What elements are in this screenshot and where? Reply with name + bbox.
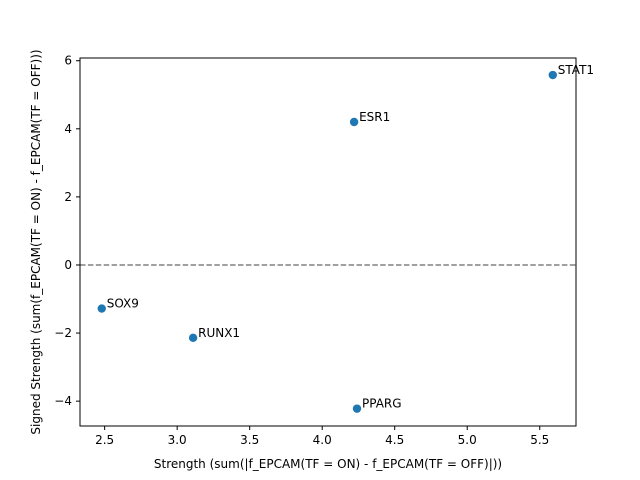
y-tick-label: −2 [54, 326, 72, 340]
x-tick-label: 3.5 [240, 433, 259, 447]
y-tick-label: 2 [64, 190, 72, 204]
point-label: ESR1 [359, 110, 390, 124]
data-point [188, 333, 198, 343]
x-tick-label: 2.5 [95, 433, 114, 447]
data-point [548, 70, 557, 80]
point-label: PPARG [362, 397, 402, 411]
y-tick-label: −4 [54, 394, 72, 408]
y-axis-ticks: −4 −2 0 2 4 6 [54, 54, 80, 408]
point-label: SOX9 [107, 297, 139, 311]
y-tick-label: 6 [64, 54, 72, 68]
x-tick-label: 3.0 [168, 433, 187, 447]
data-point [352, 404, 362, 413]
x-tick-label: 5.5 [530, 433, 549, 447]
x-tick-label: 4.0 [313, 433, 332, 447]
x-axis-ticks: 2.5 3.0 3.5 4.0 4.5 5.0 5.5 [95, 426, 549, 447]
x-tick-label: 4.5 [385, 433, 404, 447]
y-tick-label: 4 [64, 122, 72, 136]
x-tick-label: 5.0 [458, 433, 477, 447]
data-point [97, 304, 106, 313]
y-tick-label: 0 [64, 258, 72, 272]
point-label: RUNX1 [198, 326, 240, 340]
data-point [349, 117, 359, 127]
y-axis-label: Signed Strength (sum(f_EPCAM(TF = ON) - … [29, 49, 43, 434]
plot-frame [79, 57, 577, 427]
x-axis-label: Strength (sum(|f_EPCAM(TF = ON) - f_EPCA… [154, 457, 502, 471]
